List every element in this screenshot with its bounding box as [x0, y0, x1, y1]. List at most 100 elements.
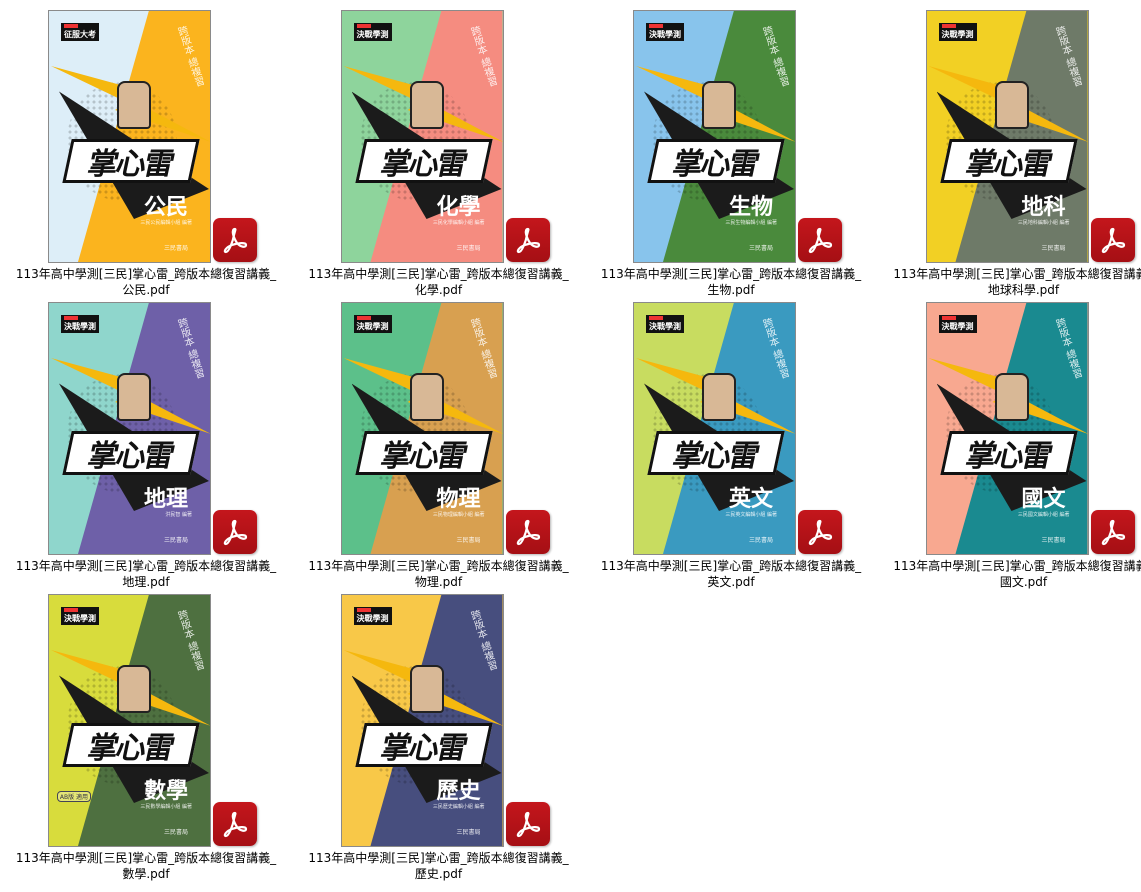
- cover-logo: 掌心雷: [62, 139, 200, 183]
- pdf-icon: [798, 218, 842, 262]
- cover-author: 三民數學編輯小組 編著: [140, 804, 192, 810]
- cover-badge: 決戰學測: [61, 315, 99, 333]
- cover-logo: 掌心雷: [354, 139, 493, 183]
- file-item[interactable]: 決戰學測 跨版本 總複習 掌心雷 歷史 三民歷史編輯小組 編著 三民書局 113…: [293, 584, 585, 881]
- cover-badge: 決戰學測: [353, 315, 392, 333]
- fist-icon: [117, 665, 151, 713]
- pdf-thumbnail[interactable]: 決戰學測 跨版本 總複習 掌心雷 英文 三民英文編輯小組 編著 三民書局: [633, 302, 796, 555]
- cover-author: 三民物理編輯小組 編著: [432, 512, 485, 518]
- cover-logo: 掌心雷: [354, 431, 493, 475]
- pdf-icon: [213, 510, 257, 554]
- pdf-icon: [213, 802, 257, 846]
- file-item[interactable]: 征服大考 跨版本 總複習 掌心雷 公民 三民公民編輯小組 編著 三民書局 113…: [0, 0, 292, 297]
- cover-logo: 掌心雷: [939, 139, 1078, 183]
- file-item[interactable]: 決戰學測 跨版本 總複習 掌心雷 生物 三民生物編輯小組 編著 三民書局 113…: [585, 0, 877, 297]
- pdf-icon: [505, 510, 550, 554]
- cover-author: 三民國文編輯小組 編著: [1017, 512, 1070, 518]
- cover-author: 三民歷史編輯小組 編著: [432, 804, 485, 810]
- cover-author: 三民地科編輯小組 編著: [1017, 220, 1070, 226]
- fist-icon: [702, 373, 736, 421]
- cover-author: 三民生物編輯小組 編著: [725, 220, 777, 226]
- pdf-icon: [505, 802, 550, 846]
- fist-icon: [409, 665, 444, 713]
- file-name[interactable]: 113年高中學測[三民]掌心雷_跨版本總復習講義_ 英文.pdf: [600, 559, 862, 589]
- cover-badge: 決戰學測: [938, 23, 977, 41]
- cover-subject: 國文: [1021, 487, 1066, 512]
- cover-publisher: 三民書局: [163, 829, 188, 836]
- pdf-icon: [1090, 510, 1135, 554]
- fist-icon: [409, 81, 444, 129]
- fist-icon: [117, 373, 151, 421]
- pdf-thumbnail[interactable]: 征服大考 跨版本 總複習 掌心雷 公民 三民公民編輯小組 編著 三民書局: [48, 10, 211, 263]
- file-item[interactable]: 決戰學測 跨版本 總複習 掌心雷 地科 三民地科編輯小組 編著 三民書局 113…: [878, 0, 1141, 297]
- cover-badge: 征服大考: [61, 23, 99, 41]
- pdf-thumbnail[interactable]: 決戰學測 跨版本 總複習 掌心雷 物理 三民物理編輯小組 編著 三民書局: [340, 302, 504, 555]
- file-name[interactable]: 113年高中學測[三民]掌心雷_跨版本總復習講義_ 化學.pdf: [308, 267, 569, 297]
- cover-subject: 英文: [728, 487, 773, 512]
- fist-icon: [994, 373, 1029, 421]
- fist-icon: [409, 373, 444, 421]
- cover-author: 洪民智 編著: [165, 512, 192, 518]
- cover-logo: 掌心雷: [939, 431, 1078, 475]
- cover-subject: 地科: [1021, 195, 1066, 220]
- cover-subject: 地理: [143, 487, 188, 512]
- cover-author: 三民公民編輯小組 編著: [140, 220, 192, 226]
- cover-author: 三民英文編輯小組 編著: [725, 512, 777, 518]
- file-item[interactable]: 決戰學測 跨版本 總複習 掌心雷 地理 洪民智 編著 三民書局 113年高中學測…: [0, 292, 292, 589]
- fist-icon: [702, 81, 736, 129]
- cover-subject: 歷史: [436, 779, 481, 804]
- file-item[interactable]: 決戰學測 跨版本 總複習 掌心雷 國文 三民國文編輯小組 編著 三民書局 113…: [878, 292, 1141, 589]
- pdf-icon: [505, 218, 550, 262]
- cover-publisher: 三民書局: [1041, 245, 1066, 252]
- pdf-thumbnail[interactable]: 決戰學測 跨版本 總複習 掌心雷 國文 三民國文編輯小組 編著 三民書局: [925, 302, 1089, 555]
- file-name[interactable]: 113年高中學測[三民]掌心雷_跨版本總復習講義_ 地理.pdf: [15, 559, 277, 589]
- cover-author: 三民化學編輯小組 編著: [432, 220, 485, 226]
- cover-publisher: 三民書局: [748, 537, 773, 544]
- cover-logo: 掌心雷: [354, 723, 493, 767]
- file-name[interactable]: 113年高中學測[三民]掌心雷_跨版本總復習講義_ 歷史.pdf: [308, 851, 569, 881]
- cover-badge: 決戰學測: [646, 315, 684, 333]
- cover-publisher: 三民書局: [1041, 537, 1066, 544]
- file-name[interactable]: 113年高中學測[三民]掌心雷_跨版本總復習講義_ 地球科學.pdf: [893, 267, 1141, 297]
- cover-badge: 決戰學測: [646, 23, 684, 41]
- pdf-thumbnail[interactable]: 決戰學測 跨版本 總複習 掌心雷 生物 三民生物編輯小組 編著 三民書局: [633, 10, 796, 263]
- file-item[interactable]: 決戰學測 跨版本 總複習 掌心雷 數學 三民數學編輯小組 編著 AB版 適用 三…: [0, 584, 292, 881]
- cover-subject: 物理: [436, 487, 481, 512]
- pdf-thumbnail[interactable]: 決戰學測 跨版本 總複習 掌心雷 數學 三民數學編輯小組 編著 AB版 適用 三…: [48, 594, 211, 847]
- cover-logo: 掌心雷: [647, 139, 785, 183]
- cover-badge: 決戰學測: [353, 23, 392, 41]
- cover-subject: 化學: [436, 195, 481, 220]
- cover-badge: 決戰學測: [938, 315, 977, 333]
- cover-publisher: 三民書局: [163, 245, 188, 252]
- cover-badge: 決戰學測: [353, 607, 392, 625]
- pdf-icon: [213, 218, 257, 262]
- file-name[interactable]: 113年高中學測[三民]掌心雷_跨版本總復習講義_ 公民.pdf: [15, 267, 277, 297]
- pdf-thumbnail[interactable]: 決戰學測 跨版本 總複習 掌心雷 地理 洪民智 編著 三民書局: [48, 302, 211, 555]
- file-item[interactable]: 決戰學測 跨版本 總複習 掌心雷 物理 三民物理編輯小組 編著 三民書局 113…: [293, 292, 585, 589]
- cover-subject: 生物: [728, 195, 773, 220]
- pdf-thumbnail[interactable]: 決戰學測 跨版本 總複習 掌心雷 歷史 三民歷史編輯小組 編著 三民書局: [340, 594, 504, 847]
- cover-logo: 掌心雷: [647, 431, 785, 475]
- file-name[interactable]: 113年高中學測[三民]掌心雷_跨版本總復習講義_ 物理.pdf: [308, 559, 569, 589]
- cover-publisher: 三民書局: [163, 537, 188, 544]
- cover-badge: 決戰學測: [61, 607, 99, 625]
- cover-subject: 數學: [143, 779, 188, 804]
- cover-edition-tag: AB版 適用: [57, 791, 91, 802]
- cover-publisher: 三民書局: [456, 829, 481, 836]
- pdf-icon: [798, 510, 842, 554]
- fist-icon: [994, 81, 1029, 129]
- pdf-thumbnail[interactable]: 決戰學測 跨版本 總複習 掌心雷 化學 三民化學編輯小組 編著 三民書局: [340, 10, 504, 263]
- file-name[interactable]: 113年高中學測[三民]掌心雷_跨版本總復習講義_ 國文.pdf: [893, 559, 1141, 589]
- pdf-icon: [1090, 218, 1135, 262]
- fist-icon: [117, 81, 151, 129]
- file-item[interactable]: 決戰學測 跨版本 總複習 掌心雷 化學 三民化學編輯小組 編著 三民書局 113…: [293, 0, 585, 297]
- file-name[interactable]: 113年高中學測[三民]掌心雷_跨版本總復習講義_ 生物.pdf: [600, 267, 862, 297]
- cover-publisher: 三民書局: [748, 245, 773, 252]
- cover-logo: 掌心雷: [62, 431, 200, 475]
- file-name[interactable]: 113年高中學測[三民]掌心雷_跨版本總復習講義_ 數學.pdf: [15, 851, 277, 881]
- cover-subject: 公民: [143, 195, 188, 220]
- cover-publisher: 三民書局: [456, 537, 481, 544]
- pdf-thumbnail[interactable]: 決戰學測 跨版本 總複習 掌心雷 地科 三民地科編輯小組 編著 三民書局: [925, 10, 1089, 263]
- file-item[interactable]: 決戰學測 跨版本 總複習 掌心雷 英文 三民英文編輯小組 編著 三民書局 113…: [585, 292, 877, 589]
- cover-logo: 掌心雷: [62, 723, 200, 767]
